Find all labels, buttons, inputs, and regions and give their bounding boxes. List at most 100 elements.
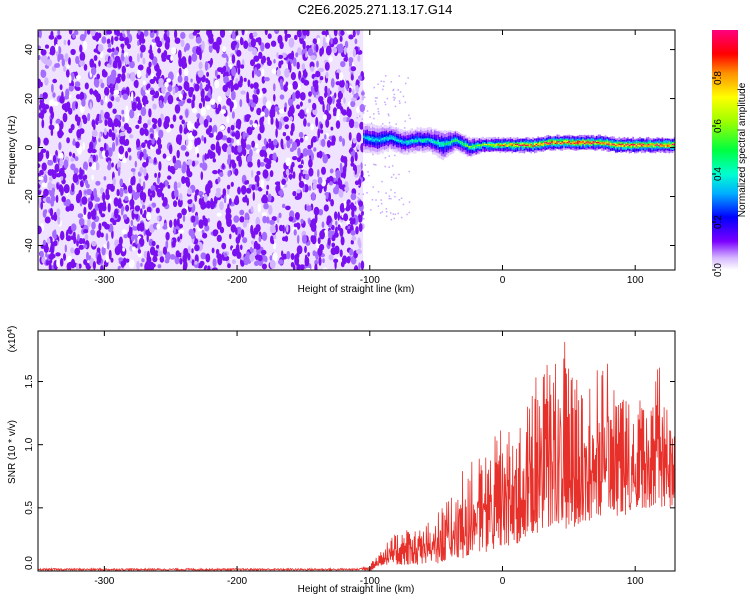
signal-cell bbox=[604, 142, 607, 144]
colorbar: 0.00.20.40.60.8 Normalized spectral ampl… bbox=[712, 30, 748, 277]
colorbar-tick-label: 0.6 bbox=[713, 119, 724, 133]
noise-blob bbox=[234, 130, 241, 140]
noise-speck bbox=[373, 163, 375, 166]
signal-cell bbox=[625, 144, 627, 148]
noise-speck bbox=[394, 154, 396, 157]
signal-cell bbox=[404, 141, 407, 144]
noise-blob bbox=[346, 199, 351, 205]
noise-blob bbox=[256, 181, 260, 187]
signal-cell bbox=[582, 141, 584, 143]
noise-blob bbox=[168, 144, 173, 155]
noise-blob bbox=[230, 181, 234, 187]
noise-blob bbox=[177, 198, 183, 208]
noise-blob bbox=[123, 234, 128, 239]
noise-blob bbox=[233, 122, 237, 127]
noise-blob bbox=[284, 33, 288, 42]
noise-blob bbox=[124, 196, 129, 202]
noise-speck bbox=[379, 212, 382, 214]
signal-cell bbox=[385, 137, 388, 140]
noise-blob bbox=[348, 34, 354, 40]
noise-blob bbox=[157, 117, 162, 128]
signal-cell bbox=[477, 144, 479, 147]
x-tick-label: -200 bbox=[227, 275, 247, 286]
noise-blob bbox=[52, 78, 58, 84]
noise-blob bbox=[215, 191, 222, 198]
signal-cell bbox=[628, 145, 631, 147]
noise-blob bbox=[39, 169, 44, 176]
noise-blob bbox=[77, 173, 84, 180]
noise-speck bbox=[372, 153, 374, 156]
noise-blob bbox=[114, 55, 121, 64]
noise-blob bbox=[96, 230, 102, 238]
noise-blob bbox=[239, 37, 244, 46]
noise-blob bbox=[246, 187, 252, 194]
noise-blob bbox=[49, 99, 55, 107]
noise-blob bbox=[90, 229, 96, 236]
noise-blob bbox=[350, 202, 355, 210]
noise-blob bbox=[91, 241, 97, 247]
noise-blob bbox=[122, 116, 125, 122]
noise-blob bbox=[257, 159, 261, 168]
noise-blob bbox=[292, 80, 298, 90]
noise-blob bbox=[63, 184, 70, 194]
noise-blob bbox=[194, 122, 199, 129]
noise-blob bbox=[140, 262, 143, 267]
noise-blob bbox=[339, 227, 344, 237]
noise-blob bbox=[201, 200, 205, 206]
noise-blob bbox=[263, 77, 270, 82]
noise-blob bbox=[83, 63, 88, 71]
noise-blob bbox=[250, 206, 254, 213]
noise-blob bbox=[152, 56, 158, 66]
noise-blob bbox=[49, 118, 53, 126]
noise-blob bbox=[114, 30, 117, 36]
noise-blob bbox=[288, 216, 294, 222]
noise-blob bbox=[57, 30, 61, 36]
noise-blob bbox=[39, 250, 44, 258]
noise-blob bbox=[351, 255, 355, 265]
noise-blob bbox=[61, 58, 65, 67]
noise-blob bbox=[351, 143, 356, 149]
noise-blob bbox=[347, 108, 352, 118]
noise-blob bbox=[99, 113, 102, 124]
signal-cell bbox=[651, 143, 653, 145]
noise-blob bbox=[212, 170, 218, 175]
noise-blob bbox=[333, 258, 339, 263]
noise-blob bbox=[83, 161, 88, 171]
signal-cell bbox=[635, 145, 638, 147]
noise-blob bbox=[143, 148, 147, 155]
noise-blob bbox=[72, 262, 78, 268]
noise-blob bbox=[206, 104, 211, 110]
noise-blob bbox=[210, 197, 214, 206]
noise-blob bbox=[223, 194, 227, 204]
snr-ylabel: SNR (10 * v/v) bbox=[7, 420, 18, 484]
noise-blob bbox=[253, 82, 259, 90]
noise-blob bbox=[119, 132, 126, 137]
signal-cell bbox=[363, 135, 365, 139]
noise-blob bbox=[318, 184, 323, 194]
noise-blob bbox=[151, 190, 156, 198]
signal-cell bbox=[559, 139, 562, 145]
noise-blob bbox=[274, 181, 281, 186]
noise-blob bbox=[252, 94, 256, 100]
noise-blob bbox=[111, 123, 115, 132]
signal-cell bbox=[561, 141, 564, 145]
noise-blob bbox=[66, 101, 71, 111]
noise-blob bbox=[90, 66, 97, 76]
noise-blob bbox=[294, 212, 300, 220]
noise-speck bbox=[385, 75, 387, 77]
noise-speck bbox=[382, 123, 384, 125]
noise-blob bbox=[141, 258, 145, 263]
noise-blob bbox=[142, 123, 148, 129]
noise-blob bbox=[192, 94, 196, 102]
noise-speck bbox=[406, 213, 408, 216]
noise-blob bbox=[350, 193, 357, 201]
noise-speck bbox=[392, 213, 395, 215]
noise-blob bbox=[112, 108, 117, 114]
noise-blob bbox=[307, 122, 311, 127]
noise-blob bbox=[91, 215, 97, 220]
noise-speck bbox=[399, 91, 402, 93]
noise-blob bbox=[53, 229, 57, 238]
noise-blob bbox=[312, 182, 317, 190]
signal-cell bbox=[587, 141, 589, 143]
noise-blob bbox=[282, 203, 286, 209]
